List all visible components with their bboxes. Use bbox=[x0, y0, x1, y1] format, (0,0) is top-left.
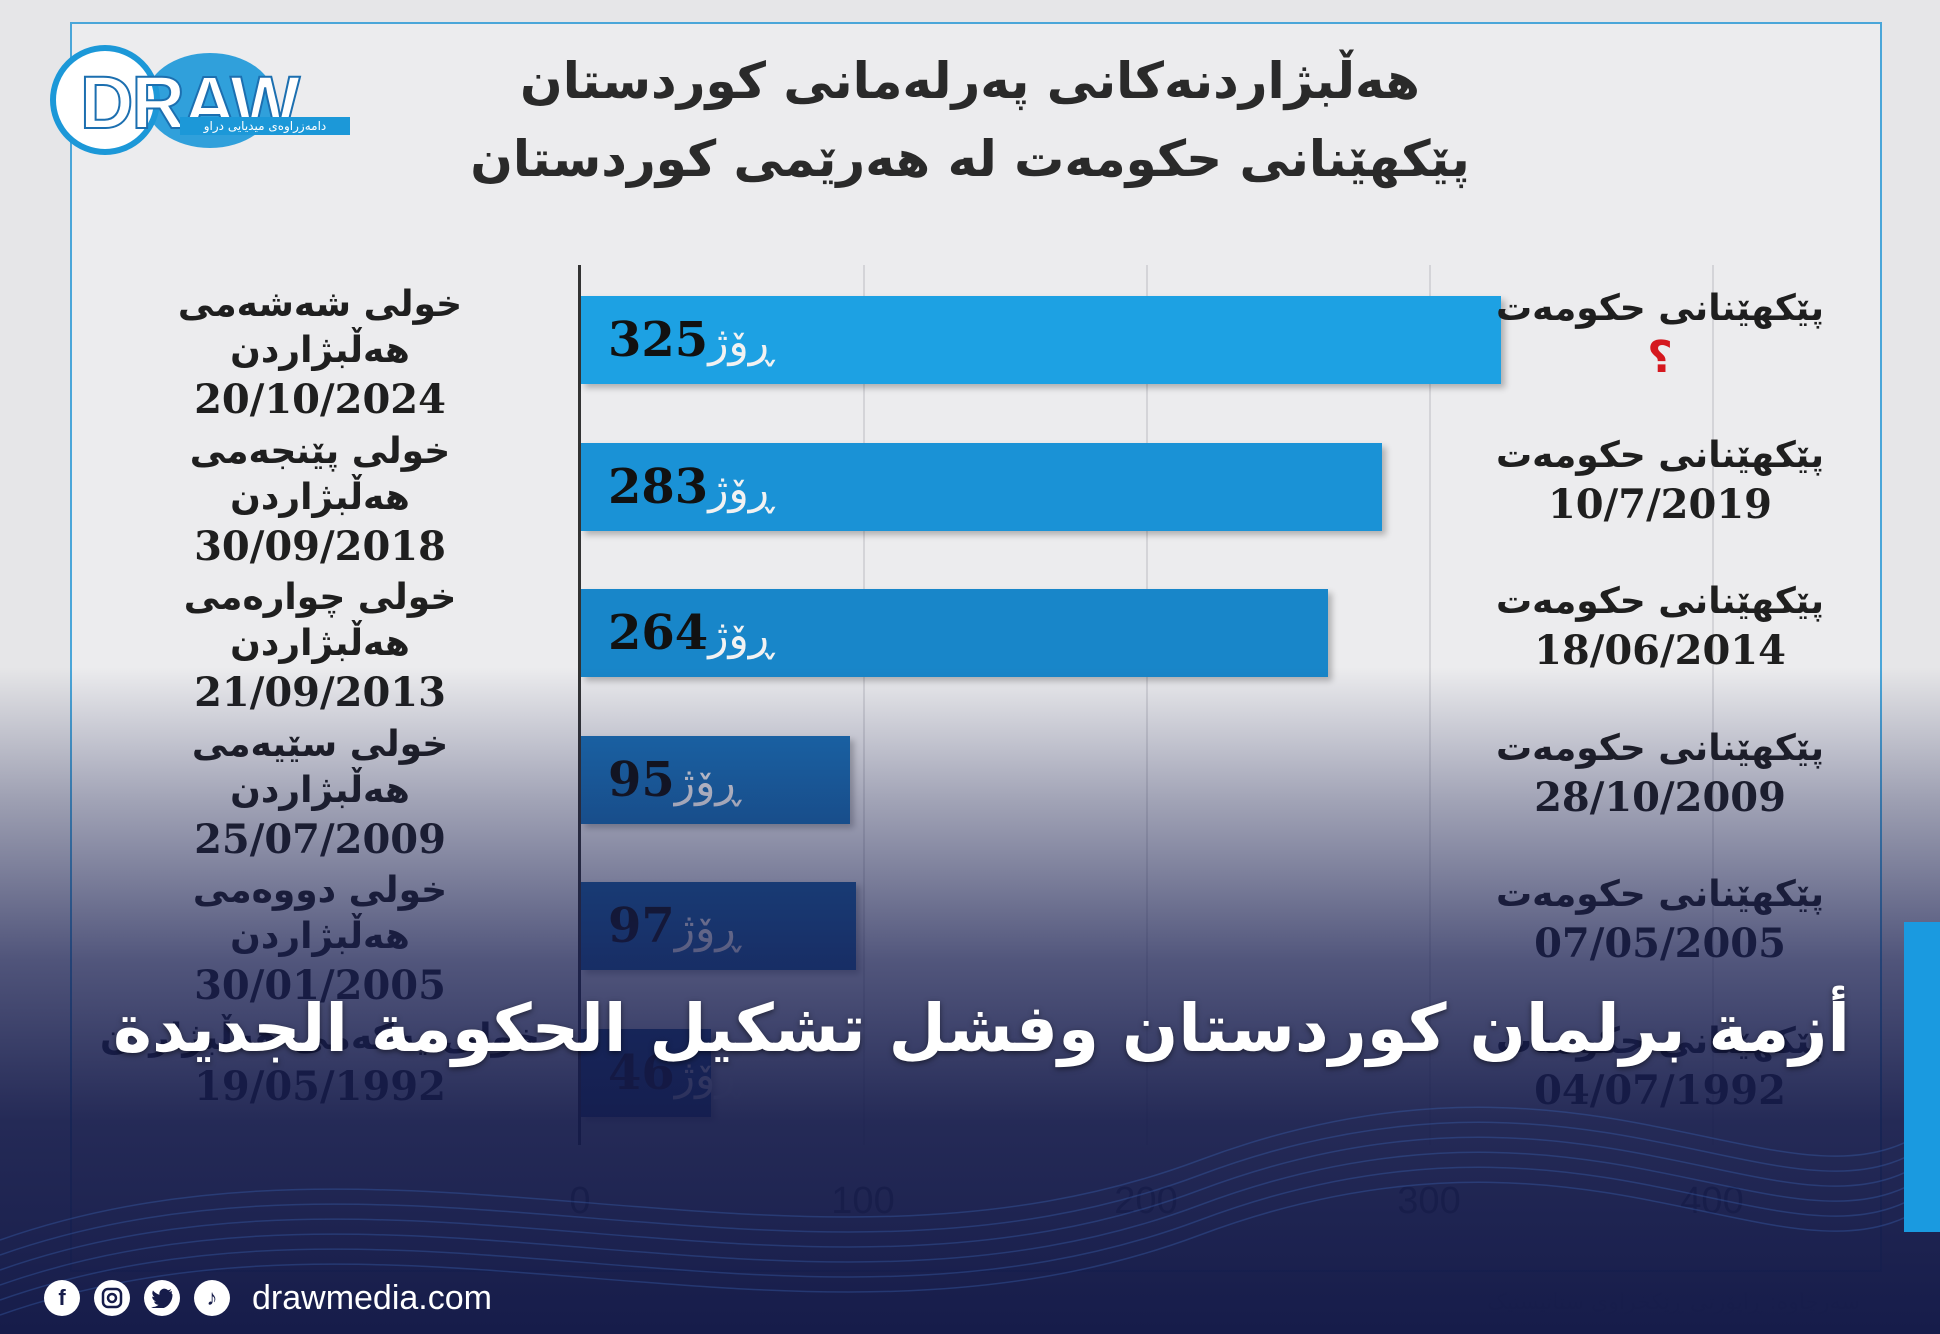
draw-logo: DRAW دامەزراوەی میدیایی دراو bbox=[50, 45, 390, 155]
side-accent-bar bbox=[1904, 922, 1940, 1232]
bar-data-label: ڕۆژ283 bbox=[592, 443, 796, 531]
election-name: خولی دووەمی هەڵبژاردن bbox=[192, 870, 448, 957]
formation-name: پێکهێنانی حکومەت bbox=[1495, 727, 1825, 769]
x-tick-label: 200 bbox=[1114, 1180, 1178, 1222]
tiktok-icon[interactable]: ♪ bbox=[194, 1280, 230, 1316]
x-tick-label: 100 bbox=[831, 1180, 895, 1222]
formation-name: پێکهێنانی حکومەت bbox=[1495, 434, 1825, 476]
bar-data-label: ڕۆژ325 bbox=[592, 296, 796, 384]
election-date: 25/07/2009 bbox=[194, 815, 446, 863]
footer: f ♪ drawmedia.com bbox=[44, 1278, 492, 1318]
question-mark: ؟ bbox=[1647, 332, 1673, 383]
formation-name: پێکهێنانی حکومەت bbox=[1495, 581, 1825, 622]
election-date: 20/10/2024 bbox=[194, 376, 446, 423]
value-label: 264 bbox=[608, 605, 709, 661]
formation-date: 28/10/2009 bbox=[1534, 773, 1786, 821]
election-name: خولی سێیەمی هەڵبژاردن bbox=[191, 723, 449, 811]
formation-label: پێکهێنانی حکومەت 10/7/2019 bbox=[1490, 433, 1830, 531]
formation-date: 07/05/2005 bbox=[1534, 920, 1786, 967]
instagram-icon[interactable] bbox=[94, 1280, 130, 1316]
unit-label: ڕۆژ bbox=[674, 903, 741, 952]
formation-label: پێکهێنانی حکومەت ؟ bbox=[1490, 286, 1830, 384]
value-label: 95 bbox=[608, 751, 675, 808]
unit-label: ڕۆژ bbox=[708, 463, 775, 513]
bar-data-label: ڕۆژ97 bbox=[592, 882, 763, 970]
formation-name: پێکهێنانی حکومەت bbox=[1495, 874, 1825, 915]
value-label: 97 bbox=[608, 898, 675, 954]
election-label: خولی پێنجەمی هەڵبژاردن 30/09/2018 bbox=[100, 429, 540, 573]
chart-title: هەڵبژاردنەکانی پەرلەمانی کوردستان bbox=[520, 52, 1420, 110]
formation-label: پێکهێنانی حکومەت 07/05/2005 bbox=[1490, 872, 1830, 970]
source-note: سەرچاوە: ڕاپۆرتی ڕێکخراوی ستاتیستیک bbox=[1487, 1290, 1860, 1315]
value-label: 325 bbox=[608, 312, 709, 368]
chart-subtitle: پێکهێنانی حکومەت لە هەرێمی کوردستان bbox=[470, 130, 1470, 188]
logo-subtitle: دامەزراوەی میدیایی دراو bbox=[180, 117, 350, 135]
x-tick-label: 400 bbox=[1680, 1180, 1744, 1222]
election-name: خولی شەشەمی هەڵبژاردن bbox=[177, 284, 463, 371]
bar-data-label: ڕۆژ95 bbox=[592, 736, 763, 824]
formation-date: 04/07/1992 bbox=[1534, 1066, 1786, 1114]
election-date: 30/09/2018 bbox=[194, 522, 446, 570]
election-date: 19/05/1992 bbox=[194, 1062, 446, 1110]
election-label: خولی سێیەمی هەڵبژاردن 25/07/2009 bbox=[100, 722, 540, 866]
x-tick-label: 0 bbox=[569, 1180, 591, 1222]
election-date: 21/09/2013 bbox=[194, 669, 446, 716]
value-label: 283 bbox=[608, 458, 709, 515]
unit-label: ڕۆژ bbox=[674, 756, 741, 806]
formation-label: پێکهێنانی حکومەت 28/10/2009 bbox=[1490, 726, 1830, 824]
election-label: خولی شەشەمی هەڵبژاردن 20/10/2024 bbox=[100, 282, 540, 426]
election-label: خولی چوارەمی هەڵبژاردن 21/09/2013 bbox=[100, 575, 540, 719]
formation-name: پێکهێنانی حکومەت bbox=[1495, 288, 1825, 329]
x-tick-label: 300 bbox=[1397, 1180, 1461, 1222]
unit-label: ڕۆژ bbox=[708, 317, 775, 366]
unit-label: ڕۆژ bbox=[708, 610, 775, 659]
election-name: خولی پێنجەمی هەڵبژاردن bbox=[189, 430, 451, 518]
formation-date: 10/7/2019 bbox=[1547, 480, 1773, 528]
formation-label: پێکهێنانی حکومەت 18/06/2014 bbox=[1490, 579, 1830, 677]
election-name: خولی چوارەمی هەڵبژاردن bbox=[183, 577, 457, 664]
website-link[interactable]: drawmedia.com bbox=[252, 1278, 492, 1317]
formation-date: 18/06/2014 bbox=[1534, 627, 1786, 674]
twitter-icon[interactable] bbox=[144, 1280, 180, 1316]
facebook-icon[interactable]: f bbox=[44, 1280, 80, 1316]
headline: أزمة برلمان كوردستان وفشل تشكيل الحكومة … bbox=[112, 990, 1850, 1067]
bar-data-label: ڕۆژ264 bbox=[592, 589, 796, 677]
